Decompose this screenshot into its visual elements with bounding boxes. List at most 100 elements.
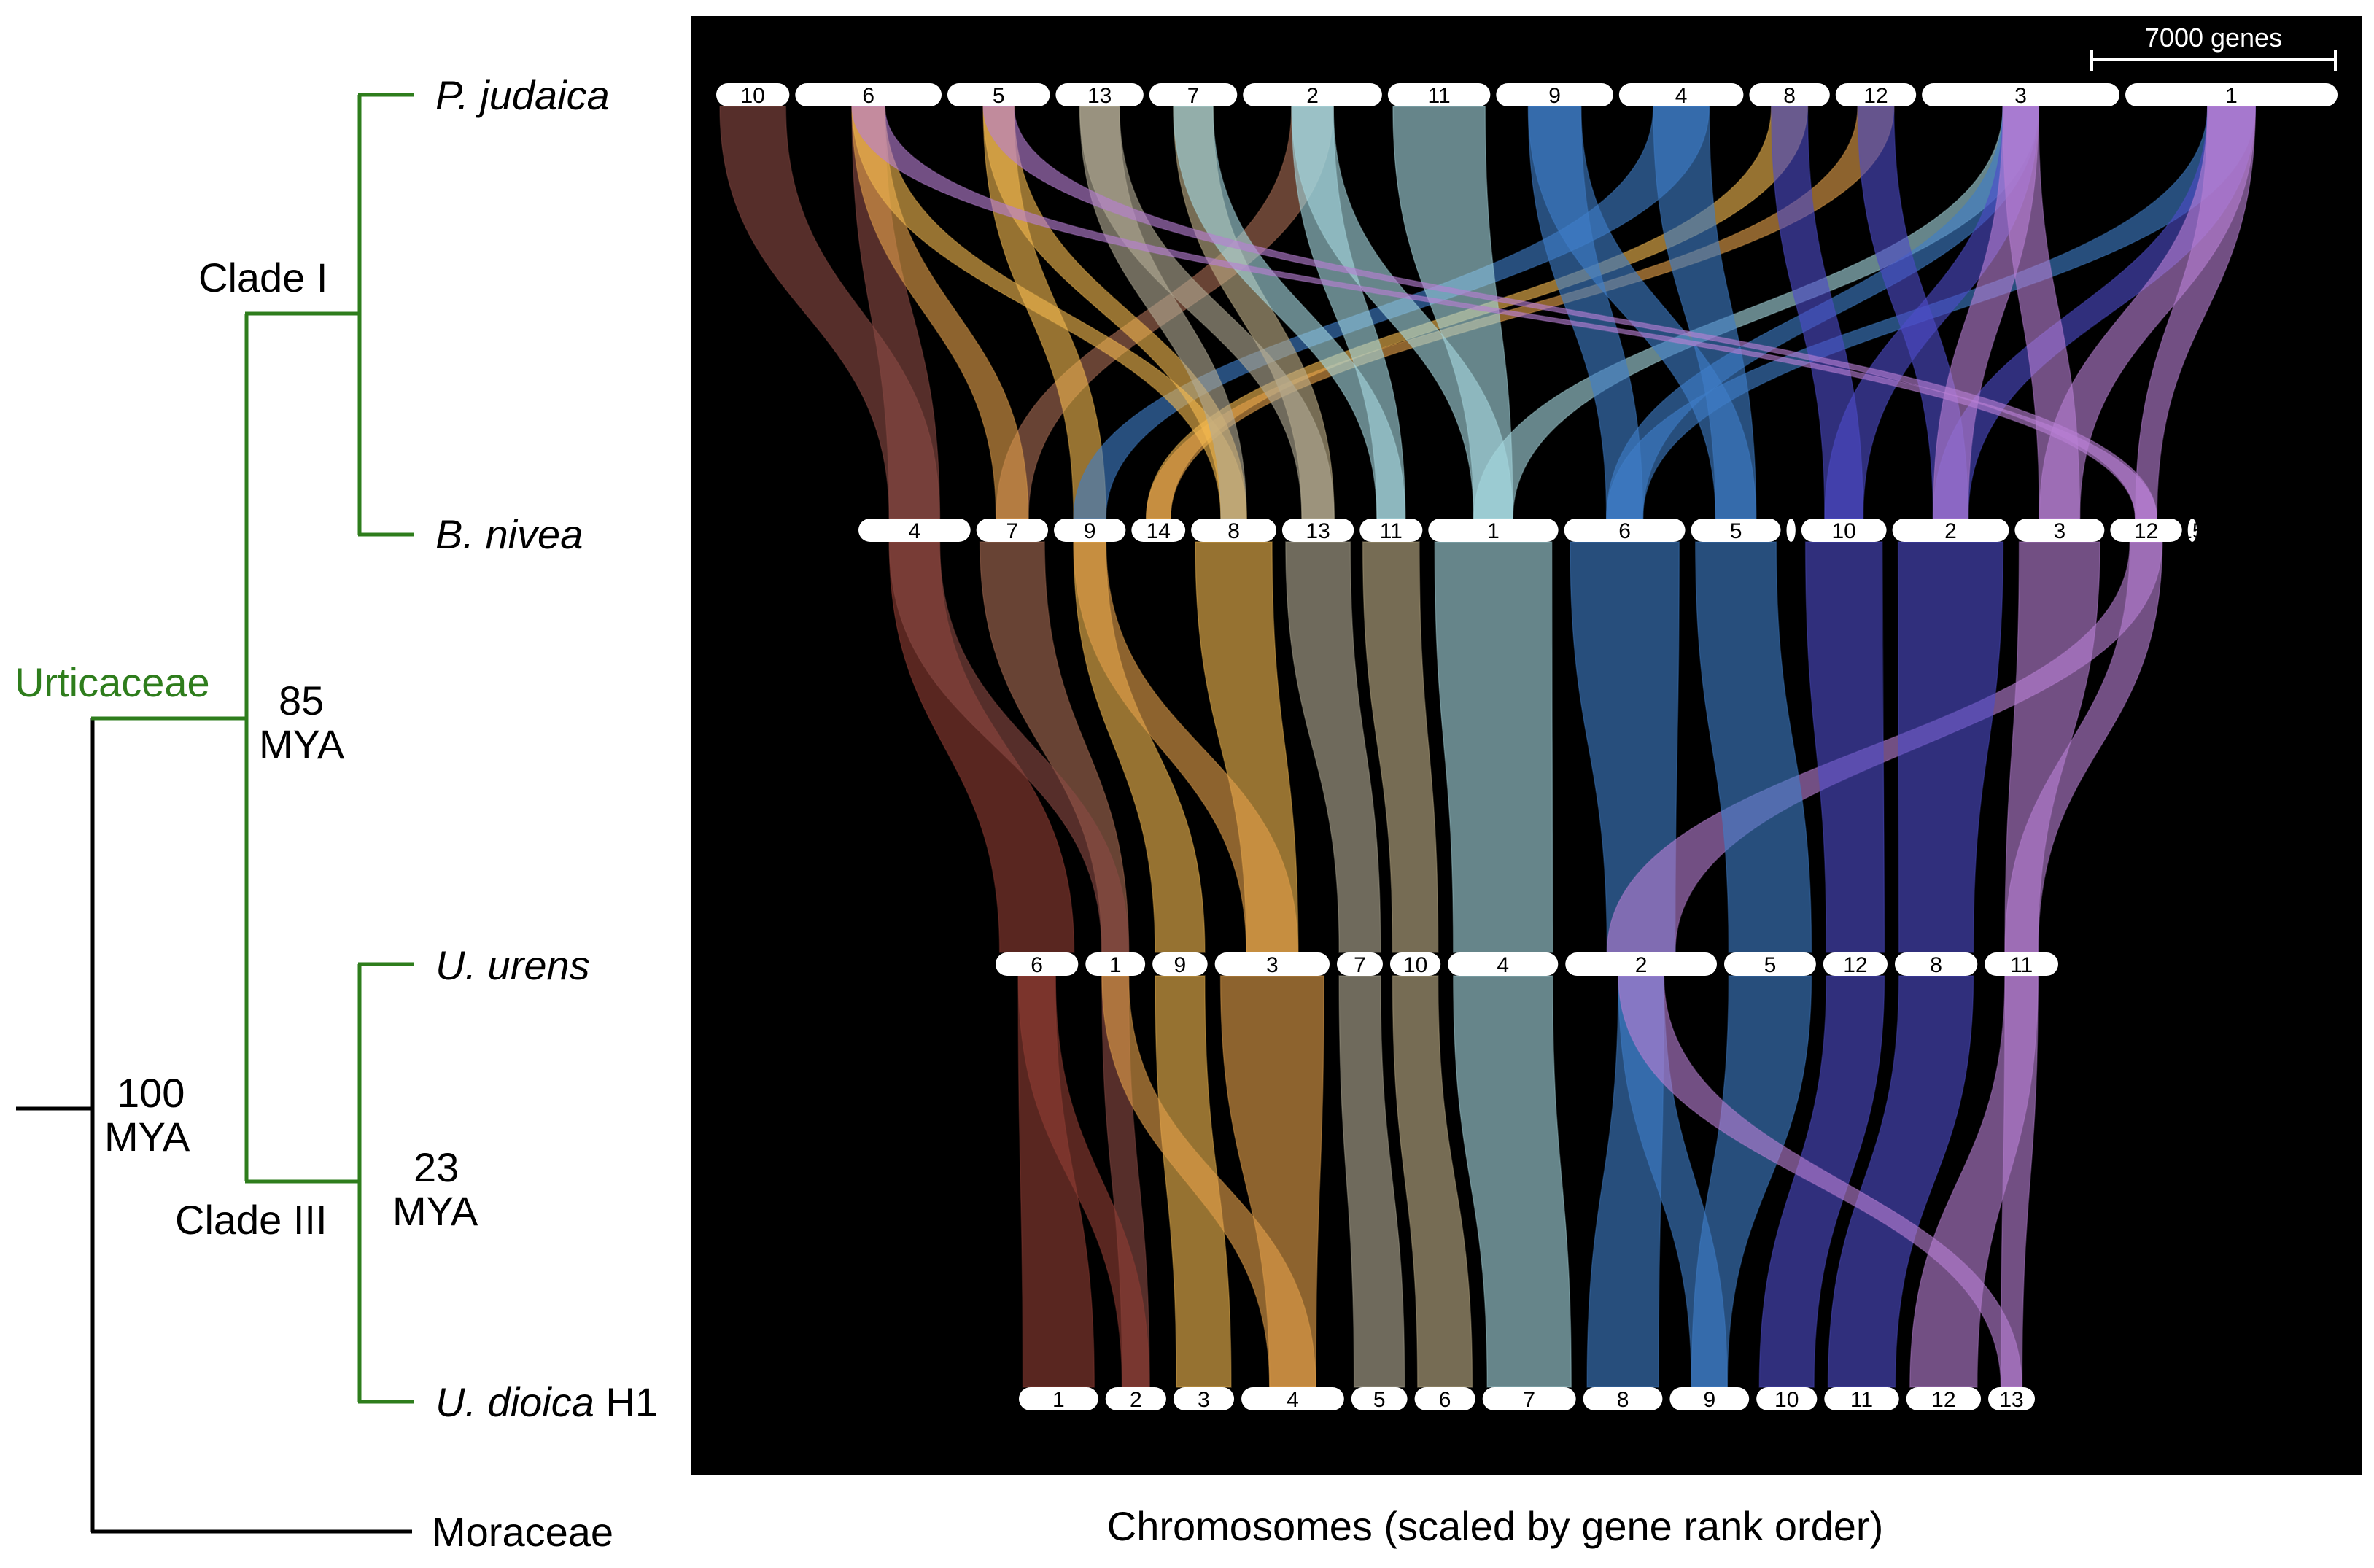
ribbon-uu-ud-5-to-9 — [1691, 975, 1812, 1388]
chromosome-label: 10 — [1403, 953, 1427, 977]
species-label-u-dioica-haplotype: H1 — [594, 1379, 658, 1425]
chromosome-1-unlabeled — [1786, 519, 1796, 542]
chromosome-label: 1 — [1487, 519, 1500, 543]
ribbon-bn-uu-11-to-10 — [1362, 541, 1439, 953]
chromosome-3-13 — [1988, 1387, 2035, 1410]
species-label-p-judaica: P. judaica — [435, 72, 610, 118]
chromosome-1-3 — [2014, 519, 2105, 542]
chromosome-label: 9 — [1548, 84, 1561, 108]
species-label-u-urens: U. urens — [435, 942, 590, 988]
chromosome-label: 3 — [1266, 953, 1279, 977]
ribbon-uu-ud-4-to-7 — [1452, 975, 1572, 1388]
chromosome-3-10 — [1756, 1387, 1818, 1410]
ribbon-uu-ud-7-to-5 — [1338, 975, 1405, 1388]
chromosome-label: 2 — [1130, 1388, 1142, 1412]
chromosome-1-15 — [2187, 519, 2197, 542]
chromosome-0-3 — [1922, 83, 2120, 106]
chromosome-label: 4 — [1675, 84, 1688, 108]
chromosome-label: 9 — [1084, 519, 1096, 543]
family-label-urticaceae: Urticaceae — [15, 659, 210, 705]
chromosome-3-7 — [1482, 1387, 1576, 1410]
synteny-plot: 10 6 5 13 7 2 11 9 4 8 12 3 14 7 9 14 8 13 11 1 6 5 10 2 3 12 156 1… — [691, 16, 2362, 1475]
chromosome-label: 11 — [2010, 953, 2033, 977]
chromosome-1-14 — [1131, 519, 1186, 542]
chromosome-2-7 — [1337, 952, 1383, 976]
chromosome-label: 3 — [2054, 519, 2066, 543]
chromosome-0-13 — [1055, 83, 1144, 106]
chromosome-0-10 — [716, 83, 790, 106]
chromosome-3-11 — [1824, 1387, 1899, 1410]
clade-label-iii: Clade III — [175, 1197, 327, 1243]
chromosome-label: 9 — [1174, 953, 1187, 977]
chromosome-label: 4 — [908, 519, 920, 543]
scale-bar-label: 7000 genes — [2145, 23, 2282, 53]
chromosome-3-8 — [1583, 1387, 1663, 1410]
chromosome-3-9 — [1669, 1387, 1750, 1410]
chromosome-label: 12 — [1931, 1388, 1955, 1412]
chromosome-label: 11 — [1850, 1388, 1873, 1412]
chromosome-label: 11 — [1380, 519, 1403, 543]
ribbon-bn-uu-1-to-4 — [1434, 541, 1553, 953]
chromosome-label: 12 — [1843, 953, 1867, 977]
chromosome-label: 1 — [1109, 953, 1122, 977]
age-label-100-unit: MYA — [104, 1114, 190, 1160]
species-label-u-dioica: U. dioica H1 — [435, 1379, 658, 1425]
chromosome-2-6 — [996, 952, 1079, 976]
chromosome-1-6 — [1564, 519, 1686, 542]
chromosome-1-7 — [976, 519, 1049, 542]
chromosome-label: 14 — [1147, 519, 1171, 543]
species-label-moraceae: Moraceae — [432, 1509, 613, 1555]
chromosome-1-10 — [1801, 519, 1887, 542]
chromosome-label: 6 — [1439, 1388, 1451, 1412]
chromosome-label: 13 — [1087, 84, 1112, 108]
chromosome-label: 5 — [1764, 953, 1777, 977]
chromosome-1-2 — [1892, 519, 2009, 542]
chromosome-1-5 — [1691, 519, 1781, 542]
chromosome-3-4 — [1241, 1387, 1344, 1410]
ribbon-pj-bn-1-to-12 — [2135, 106, 2257, 519]
chromosome-label: 6 — [1618, 519, 1631, 543]
age-label-85-unit: MYA — [259, 721, 345, 767]
chromosome-0-6 — [795, 83, 942, 106]
chromosome-label: 12 — [2134, 519, 2158, 543]
chromosome-1-8 — [1191, 519, 1276, 542]
chromosome-label: 8 — [1617, 1388, 1629, 1412]
age-label-23-unit: MYA — [392, 1188, 478, 1234]
chromosome-label: 2 — [1635, 953, 1648, 977]
chromosome-label: 7 — [1187, 84, 1200, 108]
chromosome-label: 11 — [1428, 84, 1451, 108]
chromosome-2-3 — [1214, 952, 1330, 976]
chromosome-0-11 — [1387, 83, 1491, 106]
chromosome-3-2 — [1105, 1387, 1166, 1410]
x-axis-label: Chromosomes (scaled by gene rank order) — [1107, 1503, 1883, 1549]
chromosome-2-1 — [1085, 952, 1146, 976]
chromosome-label: 9 — [1703, 1388, 1715, 1412]
chromosome-tracks: 10 6 5 13 7 2 11 9 4 8 12 3 14 7 9 14 8 13 11 1 6 5 10 2 3 12 156 1… — [716, 83, 2338, 1412]
age-label-85-value: 85 — [279, 678, 324, 723]
chromosome-label: 6 — [1031, 953, 1043, 977]
chromosome-3-12 — [1906, 1387, 1982, 1410]
phylogenetic-tree: P. judaica B. nivea U. urens U. dioica H… — [15, 72, 658, 1555]
species-label-b-nivea: B. nivea — [435, 511, 583, 557]
ribbon-bn-uu-2-to-8 — [1897, 541, 2004, 953]
chromosome-2-11 — [1985, 952, 2058, 976]
ribbon-uu-ud-11-to-13 — [2000, 975, 2039, 1388]
chromosome-label: 7 — [1354, 953, 1366, 977]
chromosome-label: 7 — [1006, 519, 1019, 543]
chromosome-2-2 — [1565, 952, 1717, 976]
clade-label-i: Clade I — [198, 255, 327, 300]
scale-bar — [2090, 50, 2337, 71]
chromosome-label: 5 — [1373, 1388, 1386, 1412]
chromosome-0-5 — [947, 83, 1050, 106]
chromosome-0-8 — [1749, 83, 1830, 106]
chromosome-label: 15 — [2180, 519, 2204, 543]
chromosome-2-4 — [1448, 952, 1559, 976]
chromosome-1-4 — [858, 519, 971, 542]
chromosome-3-5 — [1351, 1387, 1408, 1410]
chromosome-label: 3 — [1198, 1388, 1210, 1412]
chromosome-2-5 — [1723, 952, 1816, 976]
chromosome-3-6 — [1414, 1387, 1475, 1410]
chromosome-label: 10 — [740, 84, 764, 108]
chromosome-2-8 — [1894, 952, 1978, 976]
